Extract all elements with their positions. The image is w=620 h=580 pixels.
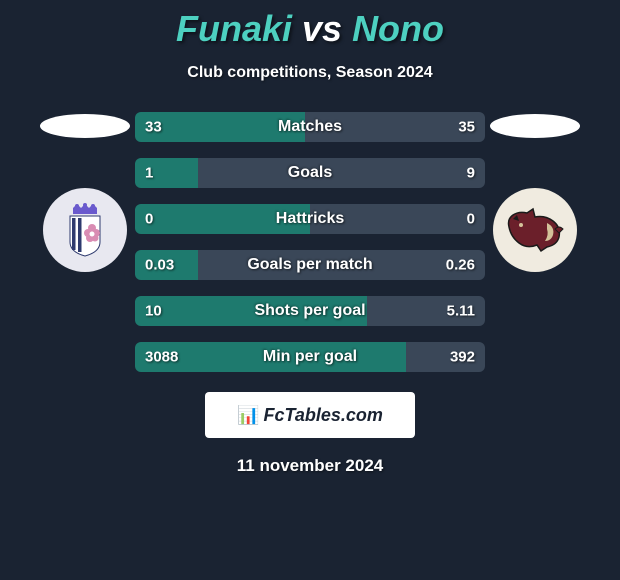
chart-icon: 📊	[237, 405, 259, 426]
content-area: Matches 33 35 Goals 1 9 Hattricks 0 0 Goals per m…	[0, 112, 620, 372]
stat-row: Shots per goal 10 5.11	[135, 296, 485, 326]
brand-text: FcTables.com	[264, 405, 383, 426]
stat-value-left: 33	[145, 119, 162, 136]
stat-row: Matches 33 35	[135, 112, 485, 142]
stat-value-right: 35	[458, 119, 475, 136]
left-ellipse	[40, 114, 130, 138]
player2-name: Nono	[352, 8, 444, 49]
right-team-badge	[493, 188, 577, 272]
stat-label: Matches	[278, 118, 342, 136]
stat-value-right: 0	[467, 211, 475, 228]
stat-label: Shots per goal	[254, 302, 365, 320]
stat-value-left: 0.03	[145, 257, 174, 274]
stat-value-right: 5.11	[447, 303, 475, 320]
stat-label: Goals	[288, 164, 332, 182]
stats-bars: Matches 33 35 Goals 1 9 Hattricks 0 0 Goals per m…	[135, 112, 485, 372]
player1-name: Funaki	[176, 8, 292, 49]
vs-text: vs	[302, 8, 342, 49]
cerezo-badge-icon	[55, 200, 115, 260]
coyote-badge-icon	[503, 205, 567, 255]
fctables-logo[interactable]: 📊 FcTables.com	[205, 392, 415, 438]
right-side	[485, 112, 585, 272]
stat-value-left: 10	[145, 303, 162, 320]
stat-value-right: 392	[450, 349, 475, 366]
stat-value-right: 9	[467, 165, 475, 182]
left-side	[35, 112, 135, 272]
stat-value-left: 1	[145, 165, 153, 182]
stat-label: Hattricks	[276, 210, 344, 228]
date-text: 11 november 2024	[0, 456, 620, 476]
stat-row: Hattricks 0 0	[135, 204, 485, 234]
stat-row: Goals 1 9	[135, 158, 485, 188]
stat-value-left: 0	[145, 211, 153, 228]
left-team-badge	[43, 188, 127, 272]
comparison-title: Funaki vs Nono	[0, 0, 620, 50]
stat-value-right: 0.26	[446, 257, 475, 274]
stat-row: Goals per match 0.03 0.26	[135, 250, 485, 280]
right-ellipse	[490, 114, 580, 138]
stat-row: Min per goal 3088 392	[135, 342, 485, 372]
subtitle: Club competitions, Season 2024	[0, 64, 620, 82]
stat-label: Goals per match	[247, 256, 372, 274]
stat-label: Min per goal	[263, 348, 357, 366]
bar-right-fill	[198, 158, 485, 188]
stat-value-left: 3088	[145, 349, 178, 366]
